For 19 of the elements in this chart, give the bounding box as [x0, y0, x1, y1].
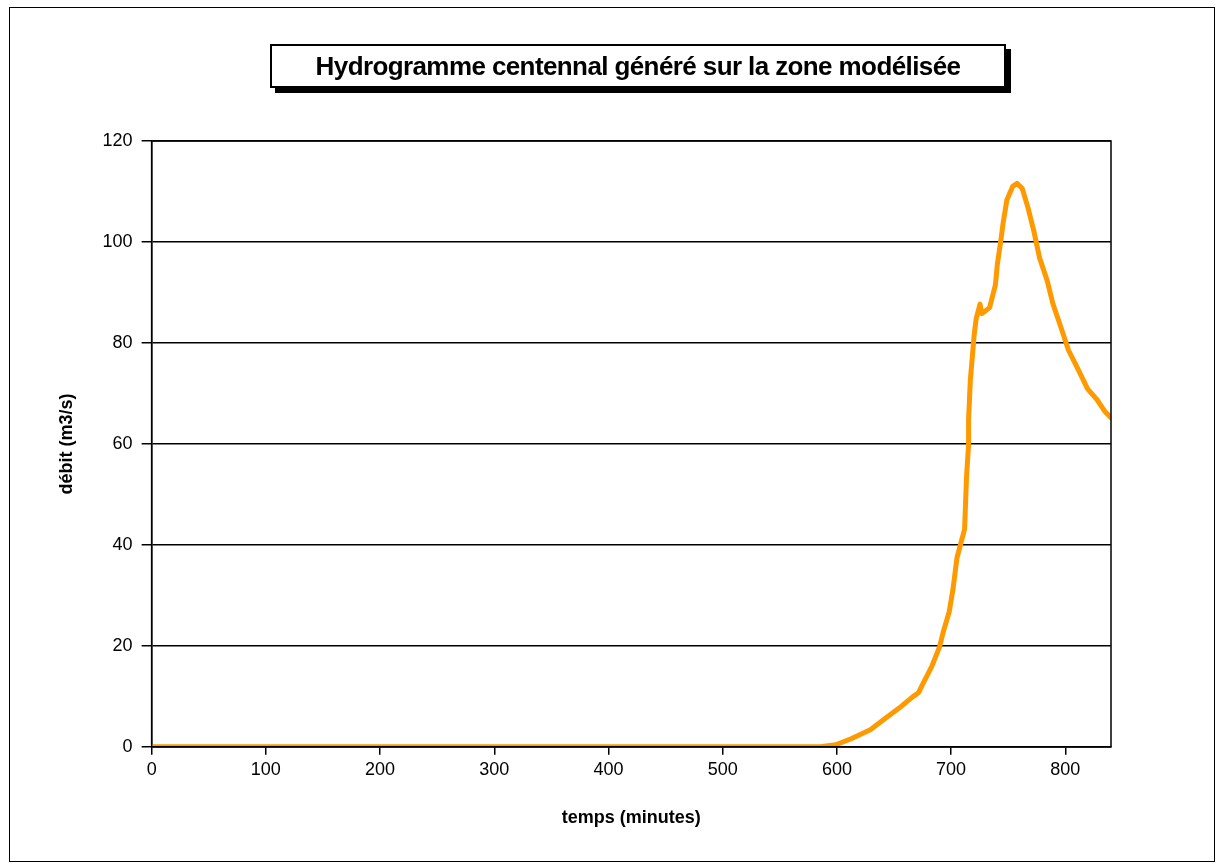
y-tick-label: 60 [112, 432, 133, 453]
x-tick-label: 800 [1050, 758, 1081, 779]
x-tick-label: 300 [479, 758, 510, 779]
y-tick-label: 40 [112, 533, 133, 554]
x-axis-title: temps (minutes) [561, 807, 701, 828]
y-tick-label: 120 [102, 129, 133, 150]
y-tick-label: 80 [112, 331, 133, 352]
x-tick-label: 100 [250, 758, 281, 779]
y-tick-label: 0 [122, 735, 133, 756]
chart-title: Hydrogramme centennal généré sur la zone modélisée [270, 44, 1006, 88]
x-tick-label: 200 [365, 758, 396, 779]
x-tick-label: 500 [707, 758, 738, 779]
x-tick-label: 400 [593, 758, 624, 779]
x-tick-label: 700 [936, 758, 967, 779]
y-tick-label: 100 [102, 230, 133, 251]
x-tick-label: 600 [821, 758, 852, 779]
y-axis-title: débit (m3/s) [55, 393, 76, 495]
x-tick-label: 0 [146, 758, 157, 779]
y-tick-label: 20 [112, 634, 133, 655]
